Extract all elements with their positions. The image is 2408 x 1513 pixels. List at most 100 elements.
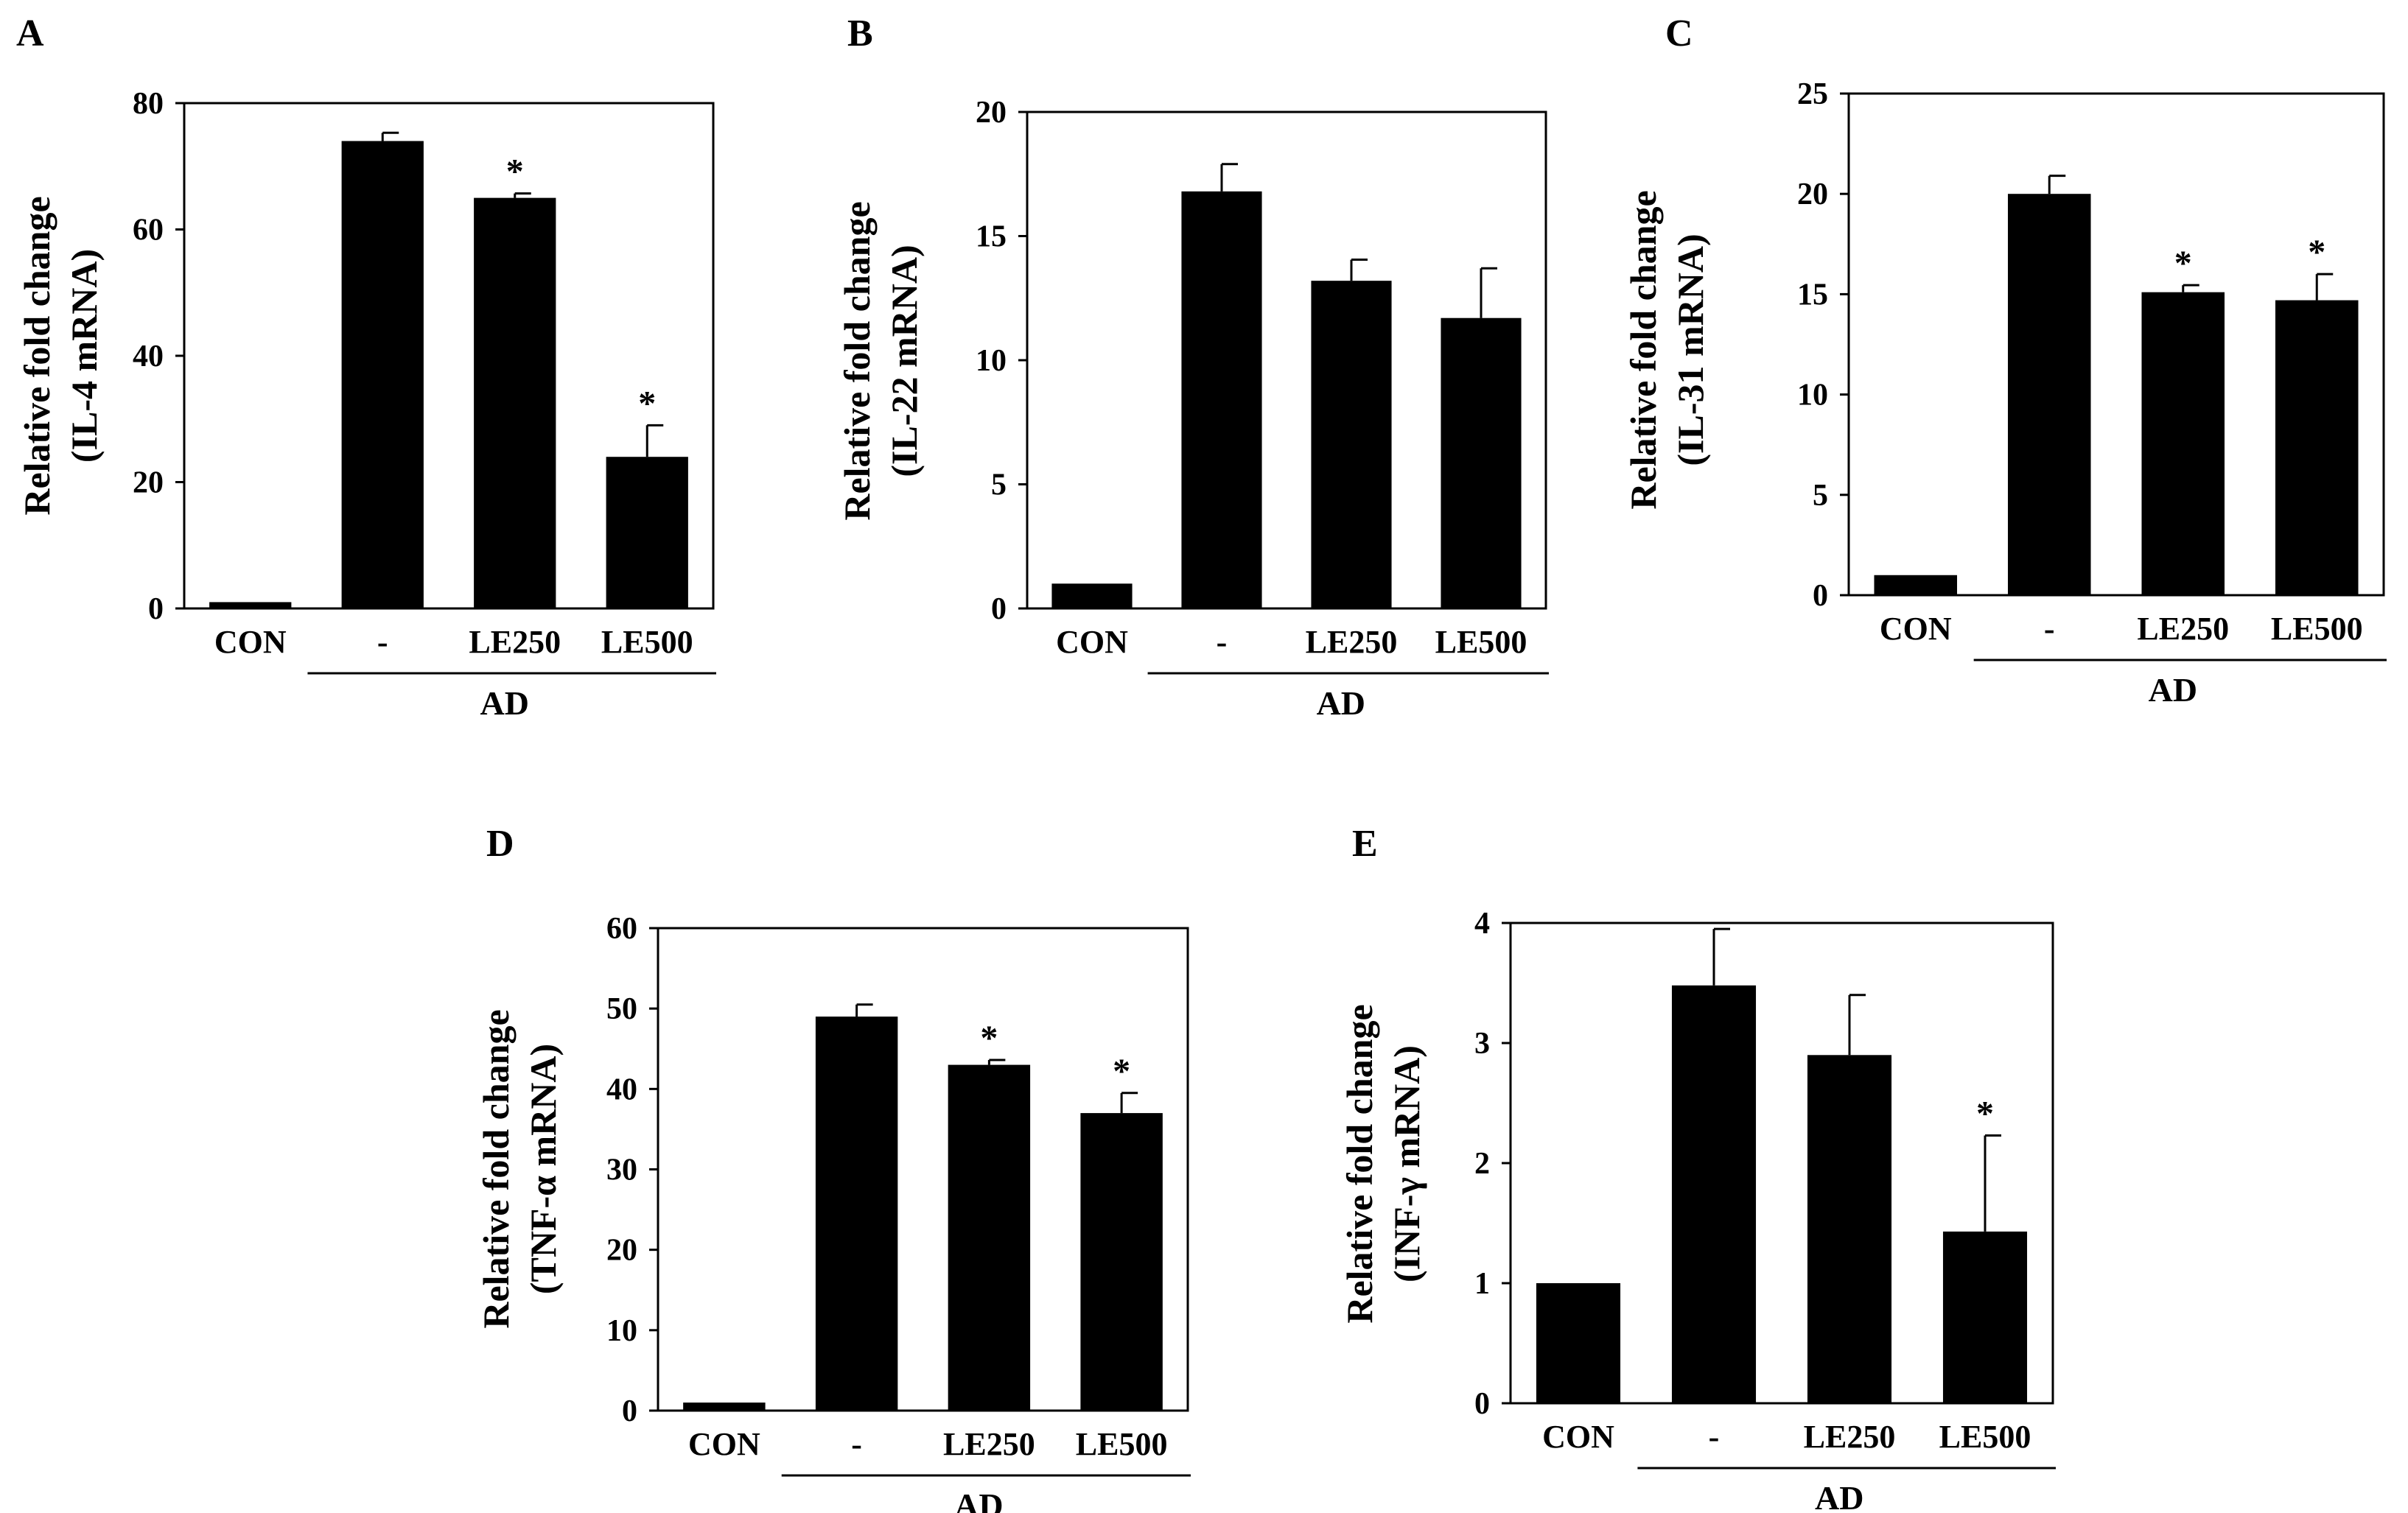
y-tick-label: 4	[1474, 907, 1490, 941]
x-tick-label: LE250	[943, 1426, 1035, 1462]
y-axis-label: Relative fold change (IL-22 mRNA)	[836, 201, 925, 520]
bar-LE500	[606, 457, 688, 608]
significance-star: *	[506, 152, 524, 192]
group-label: AD	[480, 684, 528, 722]
panel-c: C 0 5 10 15 20 25 Relative fold change (IL-31 mR…	[1623, 13, 2387, 709]
y-axis-label-line2: (INF-γ mRNA)	[1386, 1045, 1427, 1282]
y-tick-label: 15	[976, 220, 1007, 254]
significance-star: *	[1976, 1095, 1994, 1134]
x-tick-label: LE500	[1939, 1419, 2031, 1455]
y-tick-label: 0	[991, 592, 1007, 626]
significance-star: *	[980, 1019, 998, 1058]
y-axis-label-line2: (IL-22 mRNA)	[883, 245, 925, 477]
x-tick-label: CON	[1542, 1419, 1614, 1455]
y-tick-label: 0	[622, 1394, 637, 1428]
y-tick-label: 20	[976, 96, 1007, 130]
x-tick-label: CON	[214, 624, 287, 660]
x-tick-label: LE500	[1435, 624, 1527, 660]
panel-letter: B	[847, 13, 873, 55]
bar-LE250	[2141, 292, 2225, 595]
bar-LE250	[948, 1064, 1031, 1411]
x-tick-label: -	[1217, 624, 1228, 660]
bar-LE250	[1807, 1055, 1892, 1403]
significance-star: *	[2308, 233, 2325, 272]
y-tick-label: 3	[1474, 1027, 1490, 1061]
x-tick-label: CON	[1880, 611, 1952, 647]
x-tick-label: LE500	[2271, 611, 2363, 647]
bar-LE250	[1311, 281, 1392, 608]
y-tick-label: 5	[1813, 479, 1828, 513]
bar-ad	[815, 1017, 898, 1411]
panel-letter: E	[1352, 823, 1378, 865]
bar-ad	[341, 141, 424, 608]
y-tick-label: 1	[1474, 1267, 1490, 1301]
x-tick-label: LE500	[601, 624, 693, 660]
panel-e: E 0 1 2 3 4 Relative fold change (INF-γ mRNA) CO…	[1339, 823, 2056, 1513]
y-axis-label-line2: (TNF-α mRNA)	[522, 1044, 564, 1294]
significance-star: *	[2174, 244, 2192, 283]
x-tick-label: CON	[688, 1426, 760, 1462]
x-tick-label: -	[1709, 1419, 1720, 1455]
y-axis-label-line1: Relative fold change	[475, 1009, 517, 1328]
y-tick-label: 10	[1797, 379, 1828, 413]
y-axis-label-line1: Relative fold change	[1339, 1004, 1380, 1323]
y-tick-label: 40	[133, 340, 164, 373]
bar-ad	[1671, 985, 1757, 1403]
bar-LE500	[1080, 1113, 1163, 1411]
y-tick-label: 10	[976, 344, 1007, 378]
y-axis-label: Relative fold change (IL-31 mRNA)	[1623, 190, 1711, 509]
bar-CON	[1874, 575, 1958, 595]
y-tick-label: 0	[1813, 579, 1828, 613]
y-tick-label: 30	[606, 1154, 637, 1187]
bar-CON	[1051, 583, 1133, 608]
y-axis-label-line1: Relative fold change	[16, 196, 57, 515]
y-tick-label: 0	[148, 592, 164, 626]
y-tick-label: 5	[991, 468, 1007, 502]
y-axis-label-line1: Relative fold change	[836, 201, 878, 520]
y-tick-label: 40	[606, 1073, 637, 1106]
panel-letter: A	[16, 13, 44, 55]
y-tick-label: 2	[1474, 1147, 1490, 1181]
x-tick-label: -	[851, 1426, 862, 1462]
x-tick-label: LE250	[1306, 624, 1398, 660]
y-axis-label: Relative fold change (TNF-α mRNA)	[475, 1009, 564, 1328]
group-label: AD	[1815, 1479, 1863, 1513]
y-tick-label: 60	[606, 912, 637, 946]
x-tick-label: CON	[1056, 624, 1128, 660]
bar-CON	[1536, 1283, 1621, 1403]
x-tick-label: LE500	[1076, 1426, 1168, 1462]
y-tick-label: 80	[133, 87, 164, 121]
bar-LE500	[1942, 1231, 2028, 1403]
x-tick-label: -	[2044, 611, 2055, 647]
y-tick-label: 15	[1797, 278, 1828, 312]
y-tick-label: 50	[606, 992, 637, 1026]
panel-letter: C	[1665, 13, 1693, 55]
y-tick-label: 20	[606, 1234, 637, 1268]
significance-star: *	[638, 384, 656, 423]
x-tick-label: LE250	[2137, 611, 2229, 647]
x-tick-label: -	[377, 624, 388, 660]
bar-LE500	[2275, 300, 2359, 595]
plot-frame	[1847, 92, 2385, 597]
y-tick-label: 20	[1797, 178, 1828, 211]
y-axis-label-line2: (IL-4 mRNA)	[63, 249, 105, 463]
group-label: AD	[1317, 684, 1365, 722]
group-label: AD	[954, 1486, 1003, 1513]
x-tick-label: LE250	[469, 624, 561, 660]
panel-b: B 0 5 10 15 20 Relative fold change (IL-22 mRNA…	[836, 13, 1549, 722]
bar-ad	[1181, 191, 1262, 609]
bar-CON	[683, 1403, 766, 1411]
significance-star: *	[1113, 1052, 1130, 1091]
group-label: AD	[2149, 671, 2197, 709]
y-axis-label-line2: (IL-31 mRNA)	[1670, 234, 1711, 466]
panel-a: A 0 20 40 60 80 Relative fold change (IL-4 mRNA…	[16, 13, 716, 722]
y-axis-label: Relative fold change (INF-γ mRNA)	[1339, 1004, 1427, 1323]
y-axis-label-line1: Relative fold change	[1623, 190, 1664, 509]
bar-LE250	[474, 197, 556, 608]
y-tick-label: 10	[606, 1314, 637, 1348]
bar-LE500	[1441, 317, 1522, 608]
panel-letter: D	[486, 823, 514, 865]
y-tick-label: 25	[1797, 77, 1828, 111]
y-tick-label: 60	[133, 214, 164, 248]
x-tick-label: LE250	[1804, 1419, 1896, 1455]
